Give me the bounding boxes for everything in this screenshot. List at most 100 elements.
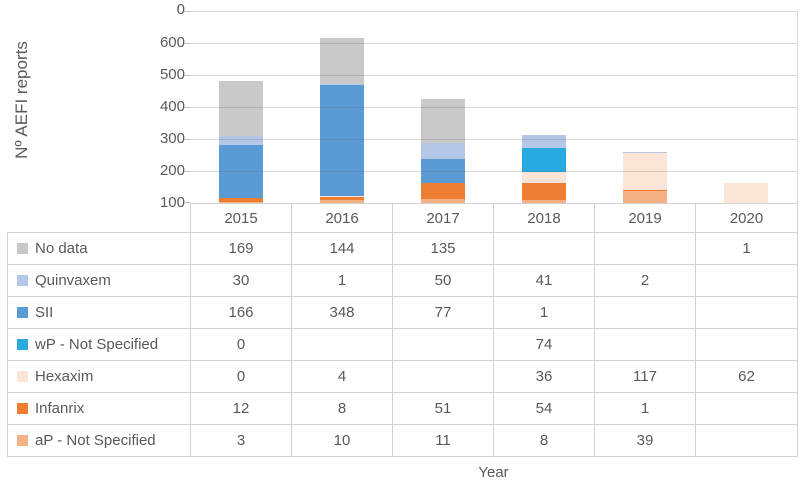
value-cell: 54 bbox=[493, 392, 595, 425]
gridline bbox=[190, 171, 797, 172]
y-axis-tick bbox=[184, 139, 190, 140]
bar-stack-2017 bbox=[421, 99, 465, 203]
y-tick-label: 400 bbox=[159, 98, 185, 115]
legend-key-icon bbox=[17, 307, 28, 318]
year-header-cell: 2019 bbox=[594, 203, 696, 233]
bar-segment bbox=[522, 183, 566, 201]
value-cell bbox=[695, 296, 798, 329]
bar-segment bbox=[421, 158, 465, 184]
value-cell bbox=[695, 424, 798, 457]
bar-segment bbox=[522, 148, 566, 172]
bar-segment bbox=[219, 135, 263, 146]
value-cell: 41 bbox=[493, 264, 595, 297]
series-label: Hexaxim bbox=[35, 368, 94, 385]
series-label-cell: SII bbox=[7, 296, 191, 329]
y-tick-label: 100 bbox=[159, 194, 185, 211]
value-cell: 39 bbox=[594, 424, 696, 457]
value-cell: 1 bbox=[493, 296, 595, 329]
table-row-ap-not-specified: aP - Not Specified 3 10 11 8 39 bbox=[7, 424, 798, 457]
bar-segment bbox=[421, 183, 465, 200]
table-row-no-data: No data 169 144 135 1 bbox=[7, 232, 798, 265]
table-row-infanrix: Infanrix 12 8 51 54 1 bbox=[7, 392, 798, 425]
value-cell: 2 bbox=[594, 264, 696, 297]
legend-key-icon bbox=[17, 275, 28, 286]
value-cell: 1 bbox=[695, 232, 798, 265]
series-label: aP - Not Specified bbox=[35, 432, 156, 449]
gridline bbox=[190, 75, 797, 76]
value-cell bbox=[695, 264, 798, 297]
year-header-cell: 2018 bbox=[493, 203, 595, 233]
series-label-cell: Hexaxim bbox=[7, 360, 191, 393]
series-label: wP - Not Specified bbox=[35, 336, 159, 353]
value-cell: 12 bbox=[190, 392, 292, 425]
value-cell: 0 bbox=[190, 360, 292, 393]
y-axis-tick bbox=[184, 171, 190, 172]
table-row-quinvaxem: Quinvaxem 30 1 50 41 2 bbox=[7, 264, 798, 297]
value-cell: 135 bbox=[392, 232, 494, 265]
value-cell: 62 bbox=[695, 360, 798, 393]
bar-stack-2020 bbox=[724, 182, 768, 203]
value-cell: 11 bbox=[392, 424, 494, 457]
legend-key-icon bbox=[17, 435, 28, 446]
legend-key-icon bbox=[17, 371, 28, 382]
value-cell bbox=[594, 296, 696, 329]
bar-segment bbox=[320, 84, 364, 196]
bar-segment bbox=[522, 200, 566, 203]
table-row-sii: SII 166 348 77 1 bbox=[7, 296, 798, 329]
value-cell: 36 bbox=[493, 360, 595, 393]
table-row-hexaxim: Hexaxim 0 4 36 117 62 bbox=[7, 360, 798, 393]
y-tick-label: 200 bbox=[159, 162, 185, 179]
year-header-cell: 2020 bbox=[695, 203, 798, 233]
gridline bbox=[190, 107, 797, 108]
bar-stack-2018 bbox=[522, 134, 566, 203]
value-cell bbox=[695, 392, 798, 425]
bar-segment bbox=[522, 171, 566, 184]
value-cell: 51 bbox=[392, 392, 494, 425]
bar-segment bbox=[623, 190, 667, 203]
bar-segment bbox=[421, 199, 465, 203]
gridline bbox=[190, 11, 797, 12]
bar-segment bbox=[320, 197, 364, 200]
series-label: Quinvaxem bbox=[35, 272, 111, 289]
value-cell: 166 bbox=[190, 296, 292, 329]
year-header-cell: 2017 bbox=[392, 203, 494, 233]
value-cell bbox=[594, 232, 696, 265]
value-cell: 50 bbox=[392, 264, 494, 297]
plot-area bbox=[184, 11, 798, 203]
series-label-cell: Quinvaxem bbox=[7, 264, 191, 297]
legend-key-icon bbox=[17, 243, 28, 254]
series-label: Infanrix bbox=[35, 400, 85, 417]
bar-segment bbox=[320, 196, 364, 198]
bar-segment bbox=[320, 199, 364, 203]
y-tick-label: 500 bbox=[159, 66, 185, 83]
bar-segment bbox=[623, 152, 667, 191]
value-cell bbox=[493, 232, 595, 265]
series-label: No data bbox=[35, 240, 88, 257]
bar-stack-2015 bbox=[219, 81, 263, 203]
series-label-cell: No data bbox=[7, 232, 191, 265]
bar-segment bbox=[421, 99, 465, 143]
year-header-cell: 2015 bbox=[190, 203, 292, 233]
y-axis-tick bbox=[184, 75, 190, 76]
bars-layer bbox=[190, 11, 797, 203]
value-cell: 348 bbox=[291, 296, 393, 329]
y-axis-title: Nº AEFI reports bbox=[12, 41, 31, 159]
bar-segment bbox=[623, 152, 667, 153]
y-tick-label: 600 bbox=[159, 34, 185, 51]
bar-segment bbox=[421, 142, 465, 159]
value-cell: 169 bbox=[190, 232, 292, 265]
bar-segment bbox=[219, 198, 263, 203]
value-cell: 77 bbox=[392, 296, 494, 329]
bar-segment bbox=[522, 134, 566, 148]
value-cell: 117 bbox=[594, 360, 696, 393]
bar-segment bbox=[219, 81, 263, 136]
value-cell: 4 bbox=[291, 360, 393, 393]
bar-segment bbox=[724, 183, 768, 203]
series-label-cell: wP - Not Specified bbox=[7, 328, 191, 361]
year-header-row: 2015 2016 2017 2018 2019 2020 bbox=[8, 203, 798, 233]
value-cell: 0 bbox=[190, 328, 292, 361]
value-cell: 1 bbox=[291, 264, 393, 297]
gridline bbox=[190, 43, 797, 44]
bar-segment bbox=[219, 145, 263, 199]
